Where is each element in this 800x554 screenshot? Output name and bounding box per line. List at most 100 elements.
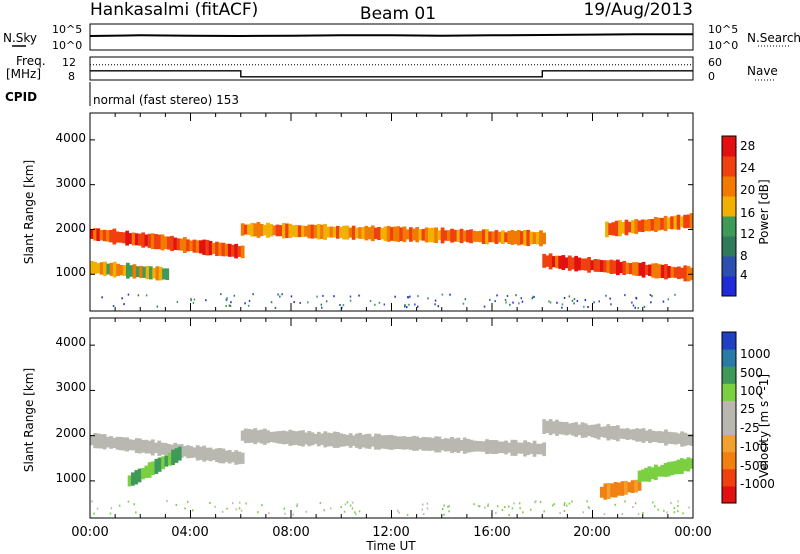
echo-speckle: [323, 509, 326, 512]
echo-cell: [141, 440, 146, 453]
echo-cell: [689, 213, 693, 229]
echo-cell: [208, 240, 213, 256]
echo-cell: [218, 242, 223, 256]
echo-cell: [231, 452, 235, 463]
echo-cell: [587, 425, 591, 436]
echo-cell: [529, 443, 534, 454]
echo-cell: [158, 266, 163, 281]
echo-speckle: [530, 508, 532, 511]
echo-cell: [654, 263, 659, 279]
echo-cell: [272, 431, 277, 443]
echo-cell: [603, 483, 608, 500]
echo-cell: [157, 457, 162, 472]
echo-cell: [603, 260, 607, 273]
echo-cell: [202, 239, 207, 255]
echo-cell: [112, 437, 117, 448]
echo-speckle: [299, 302, 301, 304]
freq-line: [90, 70, 693, 78]
echo-cell: [154, 234, 158, 250]
echo-cell: [606, 424, 611, 441]
echo-cell: [548, 253, 553, 270]
velocity-xtick-marks: [89, 318, 694, 518]
power-cb-tick-24: 24: [740, 161, 755, 175]
echo-speckle: [235, 508, 237, 511]
echo-speckle: [226, 297, 228, 300]
echo-cell: [593, 424, 598, 439]
echo-cell: [370, 436, 375, 447]
echo-cell: [545, 255, 550, 267]
echo-speckle: [404, 305, 406, 308]
echo-cell: [600, 426, 604, 437]
echo-cell: [654, 464, 658, 481]
echo-cell: [90, 435, 94, 446]
echo-cell: [304, 432, 308, 445]
echo-cell: [358, 432, 362, 449]
echo-cell: [171, 449, 175, 466]
echo-speckle: [230, 301, 232, 304]
echo-speckle: [205, 299, 207, 302]
velocity-colorbar-cell: [722, 383, 736, 401]
echo-speckle: [563, 504, 566, 506]
echo-speckle: [543, 510, 545, 513]
echo-cell: [165, 268, 170, 280]
echo-speckle: [137, 294, 140, 297]
echo-speckle: [175, 504, 178, 506]
echo-speckle: [504, 298, 507, 301]
power-ytick-4000: 4000: [55, 131, 86, 145]
echo-cell: [118, 436, 123, 451]
echo-cell: [112, 261, 117, 278]
echo-cell: [109, 230, 113, 243]
echo-cell: [628, 263, 633, 275]
echo-speckle: [643, 305, 646, 308]
echo-cell: [513, 439, 518, 456]
echo-cell: [402, 436, 407, 450]
echo-cell: [116, 263, 120, 276]
velocity-colorbar-cell: [722, 332, 736, 350]
echo-speckle: [667, 298, 670, 301]
echo-cell: [542, 419, 547, 434]
echo-cell: [421, 436, 426, 451]
echo-cell: [494, 230, 499, 244]
echo-speckle: [247, 304, 250, 307]
echo-cell: [561, 255, 566, 270]
echo-cell: [336, 432, 340, 448]
power-colorbar-cell: [722, 156, 736, 177]
vel-ytick-1000: 1000: [55, 471, 86, 485]
echo-cell: [583, 423, 588, 438]
echo-speckle: [682, 512, 684, 515]
echo-cell: [520, 442, 524, 454]
power-colorbar-cell: [722, 196, 736, 217]
echo-speckle: [408, 303, 410, 306]
echo-cell: [680, 216, 684, 228]
echo-cell: [297, 430, 302, 446]
echo-cell: [609, 259, 614, 274]
echo-cell: [405, 436, 410, 450]
echo-speckle: [358, 510, 361, 513]
echo-speckle: [520, 297, 522, 300]
echo-cell: [294, 431, 299, 445]
freq-label-line2: [MHz]: [6, 67, 41, 81]
echo-cell: [561, 422, 566, 435]
power-xtick-marks: [89, 113, 694, 311]
echo-cell: [644, 219, 648, 232]
echo-cell: [532, 440, 537, 457]
velocity-echo-layer: [90, 419, 693, 516]
echo-speckle: [573, 302, 575, 305]
echo-cell: [266, 222, 270, 238]
echo-speckle: [635, 296, 637, 299]
echo-cell: [396, 226, 401, 242]
echo-cell: [301, 225, 305, 237]
echo-cell: [167, 452, 172, 466]
echo-cell: [96, 228, 101, 241]
echo-cell: [126, 262, 130, 279]
echo-speckle: [487, 503, 489, 506]
echo-speckle: [91, 500, 93, 503]
echo-cell: [195, 445, 200, 461]
echo-cell: [383, 435, 388, 449]
echo-cell: [215, 448, 219, 462]
velocity-panel-background: [90, 318, 693, 518]
echo-cell: [189, 240, 194, 251]
echo-cell: [596, 259, 601, 272]
echo-speckle: [464, 298, 467, 301]
echo-speckle: [240, 509, 243, 512]
